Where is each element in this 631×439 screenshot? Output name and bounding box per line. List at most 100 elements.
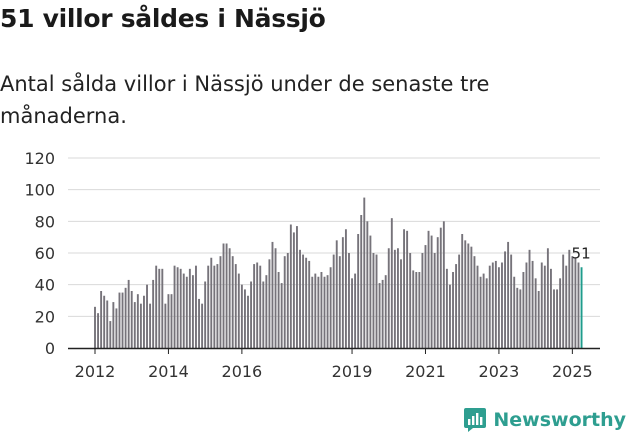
bars	[94, 197, 583, 348]
bar	[351, 278, 353, 348]
bar	[504, 251, 506, 348]
bar	[406, 230, 409, 348]
bar	[565, 265, 568, 348]
bar	[335, 240, 338, 348]
bar	[228, 248, 231, 348]
bar	[204, 281, 207, 348]
bar	[363, 197, 366, 348]
newsworthy-logo[interactable]: Newsworthy	[463, 407, 626, 433]
bar	[452, 272, 454, 348]
bar	[231, 256, 234, 348]
bar	[308, 260, 311, 348]
x-tick-label: 2025	[552, 362, 593, 381]
bar	[213, 265, 216, 348]
bar	[445, 268, 448, 348]
bar	[247, 295, 249, 348]
bar	[256, 262, 259, 348]
bar	[94, 306, 96, 348]
bar	[179, 268, 182, 348]
bar	[562, 254, 565, 348]
bar-highlight	[580, 267, 583, 348]
bar	[543, 265, 546, 348]
bar	[185, 276, 188, 348]
bar	[191, 275, 194, 348]
bar	[106, 300, 109, 348]
bar	[195, 265, 197, 348]
bar	[424, 245, 427, 348]
bar	[519, 289, 522, 348]
bar	[161, 268, 164, 348]
bar	[121, 292, 124, 348]
bar	[265, 275, 268, 348]
bar	[118, 292, 121, 348]
bar	[100, 291, 103, 348]
bar	[427, 230, 430, 348]
bar	[164, 303, 167, 348]
bar	[546, 248, 549, 348]
x-tick-label: 2019	[332, 362, 373, 381]
bar	[152, 279, 155, 348]
bar	[170, 294, 173, 348]
bar	[240, 284, 243, 348]
bar	[176, 267, 179, 348]
bar	[146, 284, 148, 348]
bar	[277, 272, 280, 348]
bar	[400, 259, 402, 348]
bar	[418, 272, 421, 348]
bar	[559, 278, 562, 348]
x-tick-label: 2021	[405, 362, 446, 381]
bar	[149, 303, 152, 348]
bar	[534, 278, 537, 348]
bar	[522, 272, 525, 348]
bar	[344, 229, 347, 348]
bar	[329, 267, 332, 348]
bar	[507, 241, 510, 348]
bar	[167, 294, 170, 348]
bar	[124, 287, 127, 348]
bar	[393, 249, 396, 348]
bar	[488, 265, 491, 348]
bar	[421, 253, 424, 348]
bar	[528, 249, 531, 348]
bar	[549, 268, 552, 348]
bar	[314, 273, 317, 348]
bar	[497, 267, 500, 348]
bar	[366, 221, 369, 348]
bar	[369, 235, 372, 348]
bar	[173, 265, 176, 348]
bar	[225, 243, 228, 348]
brand-name: Newsworthy	[493, 409, 626, 431]
bar	[207, 265, 210, 348]
bar	[415, 272, 418, 348]
bar	[464, 240, 467, 348]
bar	[219, 256, 222, 348]
axes: 0 20 40 60 80 100 120 2012 2014 2016 2019 2021 2023 2…	[24, 149, 600, 381]
bar	[491, 262, 494, 348]
bar	[412, 270, 415, 348]
y-tick-label: 20	[35, 307, 55, 326]
bar	[271, 241, 274, 348]
bar	[449, 284, 451, 348]
bar	[286, 253, 289, 348]
bar	[482, 273, 485, 348]
bar	[127, 279, 130, 348]
bar	[387, 248, 390, 348]
bar	[292, 232, 295, 348]
bar	[409, 253, 412, 348]
bar	[568, 249, 571, 348]
bar	[378, 283, 381, 348]
bar	[299, 249, 301, 348]
bar	[109, 321, 112, 348]
bar	[348, 253, 350, 348]
bar	[237, 273, 240, 348]
chart-subtitle: Antal sålda villor i Nässjö under de sen…	[0, 72, 490, 128]
bar	[136, 294, 139, 348]
bar	[531, 260, 534, 348]
bar	[268, 259, 271, 348]
chart-logo-icon	[464, 408, 487, 432]
x-tick-label: 2023	[479, 362, 520, 381]
bar	[97, 313, 100, 348]
bar	[485, 278, 488, 348]
bar	[494, 260, 497, 348]
bar	[510, 254, 513, 348]
